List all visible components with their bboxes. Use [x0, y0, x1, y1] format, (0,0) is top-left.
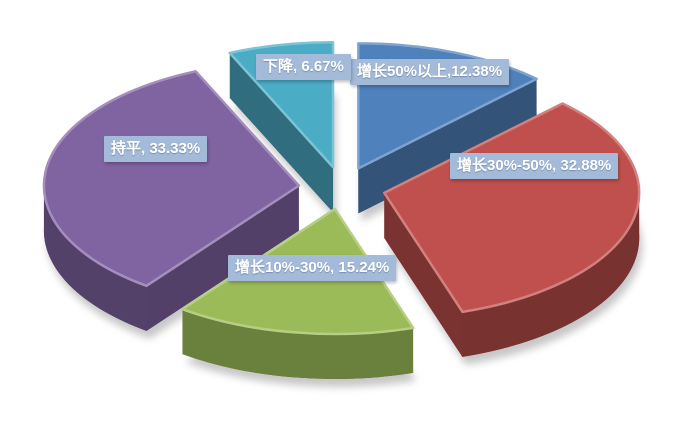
slice-cut-wall [358, 78, 537, 214]
slice-label-flat: 持平, 33.33% [104, 136, 208, 162]
slice-arc-wall [43, 185, 147, 331]
slice-arc-wall [462, 192, 640, 357]
slice-arc-wall [182, 309, 414, 379]
slice-label-decline: 下降, 6.67% [256, 54, 351, 80]
slice-label-growth-30-50: 增长30%-50%, 32.88% [450, 153, 619, 179]
slice-cut-wall [229, 52, 334, 213]
slice-label-growth-10-30: 增长10%-30%, 15.24% [228, 255, 397, 281]
slice-top-face [42, 70, 301, 288]
slice-cut-wall [146, 185, 299, 331]
slice-label-growth-over-50: 增长50%以上,12.38% [350, 59, 510, 85]
pie-slice-3 [42, 70, 301, 331]
slice-cut-wall [384, 192, 463, 357]
